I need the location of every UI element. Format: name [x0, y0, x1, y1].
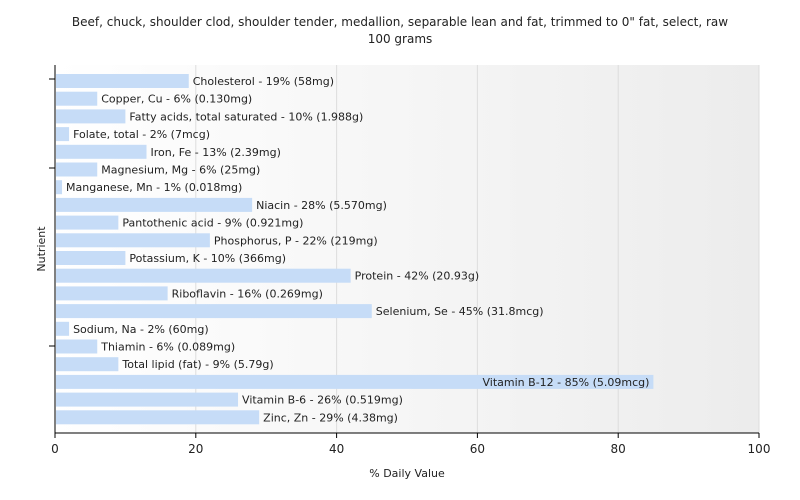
bar-labels: Cholesterol - 19% (58mg) Copper, Cu - 6% … [66, 75, 649, 424]
x-axis-label: % Daily Value [369, 467, 445, 480]
x-tick-label: 80 [611, 442, 626, 456]
bar-label: Manganese, Mn - 1% (0.018mg) [66, 181, 242, 194]
chart-title: Beef, chuck, shoulder clod, shoulder ten… [0, 14, 800, 48]
bar [56, 162, 98, 177]
bar [56, 144, 147, 159]
bar-label: Pantothenic acid - 9% (0.921mg) [122, 217, 303, 230]
bar [56, 251, 126, 265]
chart-title-line-2: 100 grams [367, 32, 433, 46]
bar-label: Potassium, K - 10% (366mg) [129, 252, 286, 265]
bar [56, 233, 210, 248]
bar [56, 304, 372, 319]
bars [56, 74, 654, 425]
x-tick-label: 40 [329, 442, 344, 456]
bar [56, 268, 351, 283]
bar-label: Total lipid (fat) - 9% (5.79g) [121, 358, 273, 371]
bar [56, 321, 70, 336]
bar-label: Riboflavin - 16% (0.269mg) [172, 287, 323, 300]
bar-label: Vitamin B-12 - 85% (5.09mcg) [483, 376, 650, 389]
bar [56, 74, 189, 88]
bar-label: Sodium, Na - 2% (60mg) [73, 323, 209, 336]
x-tick-label: 20 [188, 442, 203, 456]
bar-label: Magnesium, Mg - 6% (25mg) [101, 164, 260, 177]
grid-lines [195, 65, 760, 433]
bar [56, 374, 654, 389]
bar [56, 197, 253, 212]
bar-label: Copper, Cu - 6% (0.130mg) [101, 93, 252, 106]
bar [56, 286, 168, 301]
bar-label: Zinc, Zn - 29% (4.38mg) [263, 411, 398, 424]
x-tick-label: 60 [470, 442, 485, 456]
bar-label: Protein - 42% (20.93g) [355, 270, 480, 283]
bar-label: Iron, Fe - 13% (2.39mg) [151, 146, 281, 159]
y-axis-label: Nutrient [35, 226, 48, 272]
bar [56, 109, 126, 124]
bar [56, 339, 98, 354]
bar [56, 127, 70, 142]
bar-label: Selenium, Se - 45% (31.8mcg) [376, 305, 544, 318]
x-tick-label: 100 [748, 442, 771, 456]
bar-label: Fatty acids, total saturated - 10% (1.98… [129, 110, 363, 123]
bar-label: Thiamin - 6% (0.089mg) [100, 341, 235, 354]
bar [56, 180, 63, 195]
bar [56, 410, 260, 425]
bar [56, 357, 119, 372]
bar-label: Cholesterol - 19% (58mg) [193, 75, 334, 88]
axes [54, 65, 759, 434]
bar-label: Folate, total - 2% (7mcg) [73, 128, 210, 141]
bar [56, 392, 239, 407]
chart-title-line-1: Beef, chuck, shoulder clod, shoulder ten… [71, 15, 729, 29]
bar-label: Phosphorus, P - 22% (219mg) [214, 234, 378, 247]
bar [56, 215, 119, 230]
x-tick-label: 0 [51, 442, 59, 456]
bar-label: Vitamin B-6 - 26% (0.519mg) [242, 394, 403, 407]
plot-background [55, 65, 759, 433]
bar [56, 91, 98, 106]
bar-label: Niacin - 28% (5.570mg) [256, 199, 387, 212]
x-ticks: 0 20 40 60 80 100 [49, 78, 771, 456]
